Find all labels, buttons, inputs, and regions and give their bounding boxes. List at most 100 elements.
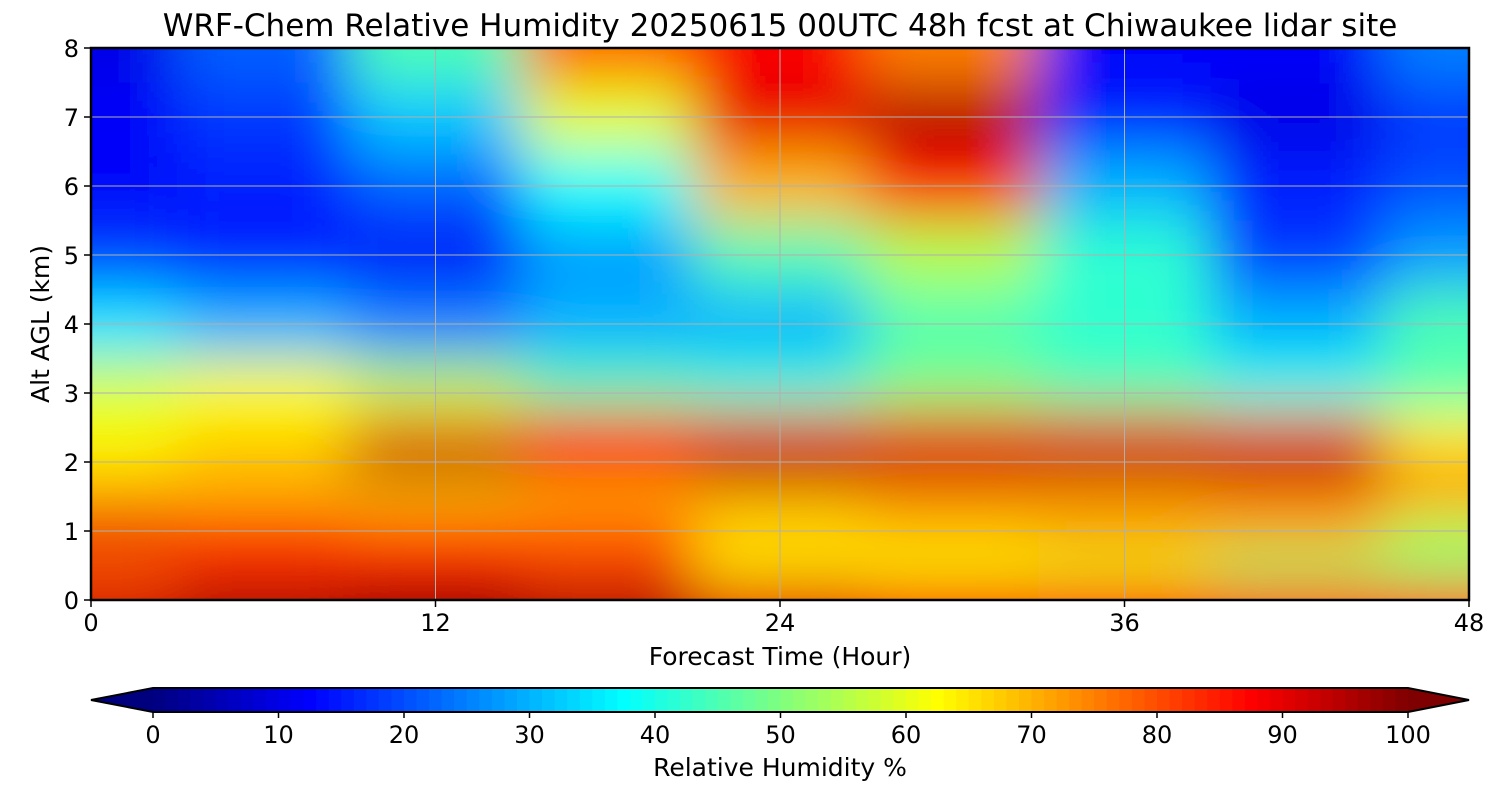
- colorbar-segment: [416, 688, 430, 712]
- y-tick-label: 1: [64, 518, 79, 546]
- colorbar-segment: [366, 688, 380, 712]
- y-tick-label: 5: [64, 242, 79, 270]
- heatmap-cell: [521, 48, 694, 83]
- colorbar-segment: [1056, 688, 1070, 712]
- heatmap-cell: [1210, 479, 1383, 514]
- heatmap-cell: [521, 410, 694, 445]
- colorbar-segment: [617, 688, 631, 712]
- heatmap-cell: [91, 548, 178, 583]
- colorbar-segment: [1157, 688, 1171, 712]
- colorbar-segment: [1094, 688, 1108, 712]
- x-tick-label: 48: [1454, 609, 1485, 637]
- colorbar-segment: [190, 688, 204, 712]
- colorbar-segment: [730, 688, 744, 712]
- colorbar-tick-label: 90: [1267, 721, 1298, 749]
- colorbar-segment: [780, 688, 794, 712]
- colorbar-segment: [1382, 688, 1397, 712]
- heatmap-cell: [1382, 548, 1469, 583]
- y-tick-label: 6: [64, 173, 79, 201]
- colorbar-segment: [755, 688, 769, 712]
- grid-lines: [91, 48, 1469, 600]
- heatmap-cell: [177, 548, 350, 583]
- x-axis-title: Forecast Time (Hour): [649, 642, 912, 671]
- colorbar-extend-low: [91, 688, 153, 712]
- colorbar-segment: [1119, 688, 1133, 712]
- colorbar-segment: [805, 688, 819, 712]
- colorbar-segment: [680, 688, 694, 712]
- colorbar-tick-label: 80: [1142, 721, 1173, 749]
- colorbar-segment: [868, 688, 882, 712]
- colorbar-segment: [1357, 688, 1371, 712]
- colorbar-segment: [604, 688, 618, 712]
- heatmap-cell: [866, 48, 1039, 83]
- heatmap-cell: [1210, 548, 1383, 583]
- colorbar-segment: [178, 688, 192, 712]
- colorbar-segment: [981, 688, 995, 712]
- heatmap-cell: [177, 479, 350, 514]
- colorbar-segment: [454, 688, 468, 712]
- colorbar-segment: [818, 688, 832, 712]
- colorbar-segment: [378, 688, 393, 712]
- colorbar-segment: [1320, 688, 1334, 712]
- colorbar-segment: [1182, 688, 1196, 712]
- heatmap-cell: [177, 582, 350, 600]
- colorbar-tick-label: 40: [640, 721, 671, 749]
- colorbar-segment: [1295, 688, 1309, 712]
- heatmap-cell: [866, 582, 1039, 600]
- chart-title: WRF-Chem Relative Humidity 20250615 00UT…: [162, 8, 1398, 44]
- heatmap-cell: [91, 410, 178, 445]
- colorbar-segment: [1232, 688, 1246, 712]
- heatmap-cell: [1210, 582, 1383, 600]
- heatmap-cell: [1382, 48, 1469, 83]
- colorbar-segment: [855, 688, 869, 712]
- heatmap-cell: [91, 582, 178, 600]
- colorbar-segment: [215, 688, 229, 712]
- x-tick-label: 24: [765, 609, 796, 637]
- heatmap-cell: [521, 479, 694, 514]
- colorbar-segment: [993, 688, 1007, 712]
- heatmap-cell: [91, 479, 178, 514]
- colorbar-segment: [893, 688, 907, 712]
- colorbar-tick-label: 30: [514, 721, 545, 749]
- colorbar-segment: [353, 688, 367, 712]
- colorbar-segment: [629, 688, 644, 712]
- colorbar-segment: [880, 688, 895, 712]
- colorbar-segment: [843, 688, 857, 712]
- colorbar-segment: [404, 688, 418, 712]
- x-tick-label: 36: [1109, 609, 1140, 637]
- colorbar-segment: [265, 688, 280, 712]
- y-tick-label: 7: [64, 104, 79, 132]
- colorbar-segment: [717, 688, 731, 712]
- colorbar-segment: [291, 688, 305, 712]
- colorbar-segment: [1269, 688, 1284, 712]
- colorbar-segment: [1044, 688, 1058, 712]
- colorbar-segment: [429, 688, 443, 712]
- colorbar-segment: [466, 688, 480, 712]
- colorbar-segment: [341, 688, 355, 712]
- heatmap-cell: [91, 358, 178, 411]
- colorbar-segment: [1244, 688, 1258, 712]
- heatmap-cell: [521, 358, 694, 411]
- colorbar-segment: [830, 688, 844, 712]
- y-tick-label: 0: [64, 587, 79, 615]
- heatmap-cell: [1382, 410, 1469, 445]
- colorbar-segment: [253, 688, 267, 712]
- colorbar-segment: [655, 688, 669, 712]
- colorbar: 0 10 20 30 40 50 60 70 80 90 100 Relative Humidity…: [90, 687, 1470, 782]
- heatmap-cell: [1210, 358, 1383, 411]
- heatmap-cell: [1210, 410, 1383, 445]
- x-tick-label: 0: [83, 609, 98, 637]
- colorbar-tick-label: 0: [145, 721, 160, 749]
- heatmap-cell: [521, 548, 694, 583]
- heatmap-cell: [866, 548, 1039, 583]
- heatmap-cell: [866, 410, 1039, 445]
- colorbar-segment: [165, 688, 179, 712]
- colorbar-segment: [316, 688, 330, 712]
- colorbar-segment: [579, 688, 593, 712]
- colorbar-segment: [240, 688, 254, 712]
- colorbar-segment: [931, 688, 945, 712]
- colorbar-segment: [667, 688, 681, 712]
- heatmap-cell: [1382, 479, 1469, 514]
- colorbar-segment: [642, 688, 656, 712]
- colorbar-segment: [542, 688, 556, 712]
